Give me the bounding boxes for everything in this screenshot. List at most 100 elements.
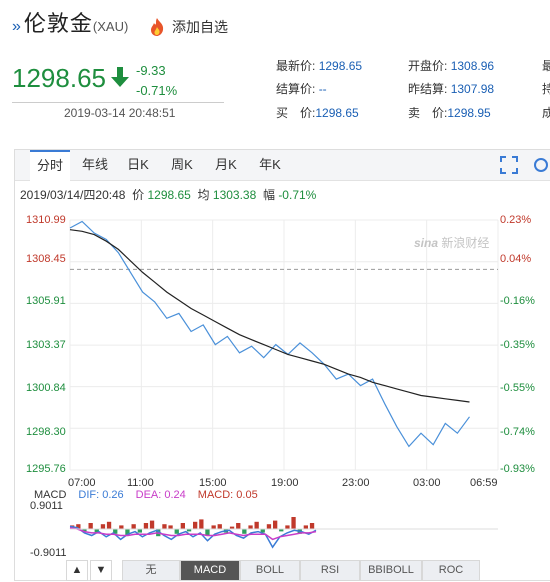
chevron-right-icon: »	[12, 18, 22, 35]
y-tick-left: 1308.45	[26, 253, 66, 265]
macd-bar	[242, 529, 247, 534]
macd-value: MACD: 0.05	[197, 489, 258, 501]
stat-sell: 卖 价:1298.95	[408, 106, 491, 120]
macd-bar	[236, 523, 241, 529]
macd-dea-line	[69, 526, 317, 541]
macd-bar	[76, 524, 81, 529]
indicator-roc[interactable]: ROC	[422, 560, 480, 581]
macd-bar	[248, 525, 253, 529]
macd-dea: DEA: 0.24	[135, 489, 186, 501]
y-tick-right: 0.23%	[500, 214, 532, 226]
flame-icon	[151, 18, 164, 36]
macd-bar	[143, 523, 149, 529]
watermark: sina 新浪财经	[414, 236, 490, 250]
y-tick-right: -0.55%	[500, 382, 535, 394]
macd-bar	[113, 529, 118, 534]
tab-bar	[15, 150, 550, 181]
x-tick: 15:00	[199, 477, 227, 489]
instrument-code: (XAU)	[92, 19, 129, 34]
add-favorite-button[interactable]: 添加自选	[148, 17, 228, 37]
macd-bar	[279, 529, 284, 532]
cursor-info: 2019/03/14/四20:48 价 1298.65 均 1303.38 幅 …	[20, 188, 317, 202]
macd-bar	[303, 525, 308, 529]
scroll-up-button[interactable]: ▲	[66, 560, 88, 581]
macd-bar	[125, 529, 130, 535]
y-tick-left: 1305.91	[26, 295, 66, 307]
scroll-down-button[interactable]: ▼	[90, 560, 112, 581]
info-price: 1298.65	[147, 188, 191, 202]
stat-prev-settle: 昨结算: 1307.98	[408, 82, 495, 96]
macd-bar	[186, 529, 192, 532]
info-amp: -0.71%	[278, 188, 317, 202]
stat-open: 开盘价: 1308.96	[408, 59, 495, 73]
macd-bar	[106, 521, 112, 529]
macd-bar	[180, 523, 185, 529]
info-date: 2019/03/14/四20:48	[20, 188, 126, 202]
tab-year-line[interactable]: 年线	[81, 157, 108, 172]
macd-bar	[82, 529, 87, 532]
y-tick-left: 1300.84	[26, 382, 66, 394]
page-title: »伦敦金(XAU)	[12, 11, 129, 36]
quote-datetime: 2019-03-14 20:48:51	[64, 106, 176, 120]
tab-daily-k[interactable]: 日K	[127, 157, 149, 172]
macd-bar	[266, 524, 272, 529]
macd-bar	[119, 525, 124, 529]
macd-bar	[229, 526, 235, 529]
macd-bar	[199, 519, 204, 529]
arrow-down-icon	[111, 67, 129, 87]
macd-bar	[211, 525, 216, 529]
y-tick-right: -0.74%	[500, 426, 535, 438]
macd-bar	[137, 529, 142, 533]
macd-bar	[162, 524, 167, 529]
macd-bar	[260, 529, 265, 533]
macd-bar	[273, 520, 278, 529]
tab-intraday[interactable]: 分时	[30, 150, 70, 181]
fullscreen-icon[interactable]	[500, 156, 518, 174]
macd-bar	[291, 517, 296, 529]
divider	[12, 102, 224, 103]
macd-bar	[309, 523, 315, 529]
stat-cut-1: 最	[542, 59, 550, 73]
indicator-macd[interactable]: MACD	[180, 560, 240, 581]
tab-monthly-k[interactable]: 月K	[215, 157, 237, 172]
indicator-none[interactable]: 无	[122, 560, 180, 581]
y-tick-left: 1310.99	[26, 214, 66, 226]
y-tick-right: -0.16%	[500, 295, 535, 307]
macd-bar	[193, 521, 198, 529]
macd-legend: MACD DIF: 0.26 DEA: 0.24 MACD: 0.05	[34, 489, 258, 501]
stat-cut-2: 持	[542, 82, 550, 96]
x-tick: 06:59	[470, 477, 498, 489]
stat-latest: 最新价: 1298.65	[276, 59, 363, 73]
current-price: 1298.65	[12, 63, 106, 93]
indicator-boll[interactable]: BOLL	[240, 560, 300, 581]
x-tick: 11:00	[127, 477, 154, 489]
settings-icon[interactable]	[532, 156, 550, 174]
tab-weekly-k[interactable]: 周K	[171, 157, 193, 172]
macd-bar	[217, 524, 222, 529]
macd-bar	[131, 524, 136, 529]
info-avg: 1303.38	[212, 188, 257, 202]
macd-top: 0.9011	[30, 500, 63, 512]
macd-dif: DIF: 0.26	[78, 489, 124, 501]
macd-bar	[254, 521, 259, 529]
macd-bar	[94, 529, 99, 533]
stat-buy: 买 价:1298.65	[276, 106, 359, 120]
price-line	[69, 220, 470, 448]
macd-bottom: -0.9011	[30, 547, 67, 559]
macd-bar	[100, 524, 106, 529]
price-change: -9.33 -0.71%	[136, 61, 177, 101]
indicator-bbiboll[interactable]: BBIBOLL	[360, 560, 422, 581]
x-tick: 03:00	[413, 477, 441, 489]
y-tick-left: 1303.37	[26, 339, 66, 351]
macd-bar	[149, 520, 155, 529]
macd-bar	[88, 523, 93, 529]
average-line	[69, 229, 470, 403]
y-tick-right: 0.04%	[500, 253, 532, 265]
tab-yearly-k[interactable]: 年K	[259, 157, 281, 172]
x-tick: 07:00	[68, 477, 96, 489]
indicator-rsi[interactable]: RSI	[300, 560, 360, 581]
stat-cut-3: 成	[542, 106, 550, 120]
change-value: -9.33	[136, 63, 166, 78]
stat-settle: 结算价: --	[276, 82, 327, 96]
